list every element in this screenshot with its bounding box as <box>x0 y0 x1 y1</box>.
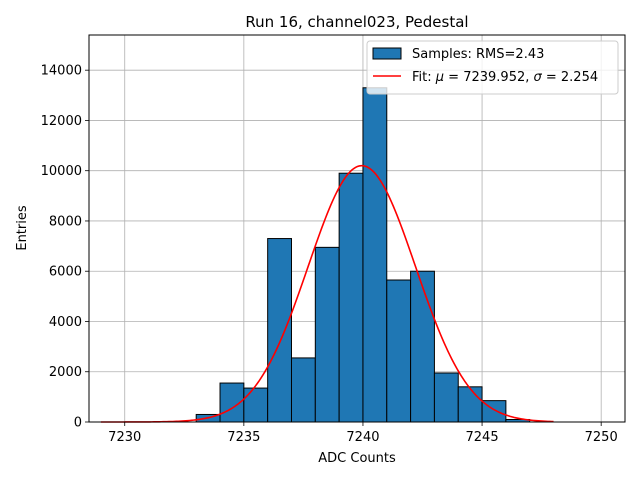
histogram-bars <box>195 87 531 423</box>
histogram-bar <box>338 172 364 423</box>
histogram-bar <box>433 372 459 423</box>
y-tick-label: 12000 <box>41 114 82 129</box>
chart-title: Run 16, channel023, Pedestal <box>245 13 468 31</box>
x-tick-label: 7250 <box>585 430 618 445</box>
histogram-bar <box>410 270 435 423</box>
x-tick-label: 7240 <box>346 430 379 445</box>
fit-curve <box>100 164 554 423</box>
plot-frame <box>88 34 626 423</box>
x-axis: 7230 7235 7240 7245 7250 <box>108 422 618 445</box>
y-axis: 0 2000 4000 6000 8000 10000 12000 14000 <box>41 64 89 431</box>
histogram-bar <box>362 87 388 423</box>
histogram-bar <box>314 246 340 423</box>
histogram-bar <box>386 279 412 423</box>
x-tick-label: 7245 <box>466 430 499 445</box>
legend-histogram-label: Samples: RMS=2.43 <box>412 47 544 62</box>
x-tick-label: 7230 <box>108 430 141 445</box>
histogram-bar <box>267 238 292 423</box>
y-tick-label: 10000 <box>41 164 82 179</box>
y-tick-label: 6000 <box>49 265 82 280</box>
y-tick-label: 14000 <box>41 64 82 79</box>
y-tick-label: 2000 <box>49 365 82 380</box>
legend-histogram-swatch <box>372 47 402 60</box>
y-tick-label: 4000 <box>49 315 82 330</box>
legend: Samples: RMS=2.43 Fit: μ = 7239.952, σ =… <box>366 40 619 95</box>
legend-fit-label: Fit: μ = 7239.952, σ = 2.254 <box>412 70 598 85</box>
x-tick-label: 7235 <box>227 430 260 445</box>
histogram-bar <box>457 386 483 423</box>
x-axis-label: ADC Counts <box>318 451 396 466</box>
legend-box <box>366 40 619 95</box>
histogram-bar <box>290 357 316 423</box>
y-tick-label: 0 <box>74 416 82 431</box>
y-tick-label: 8000 <box>49 214 82 229</box>
y-axis-label: Entries <box>15 205 30 251</box>
histogram-bar <box>243 387 269 423</box>
